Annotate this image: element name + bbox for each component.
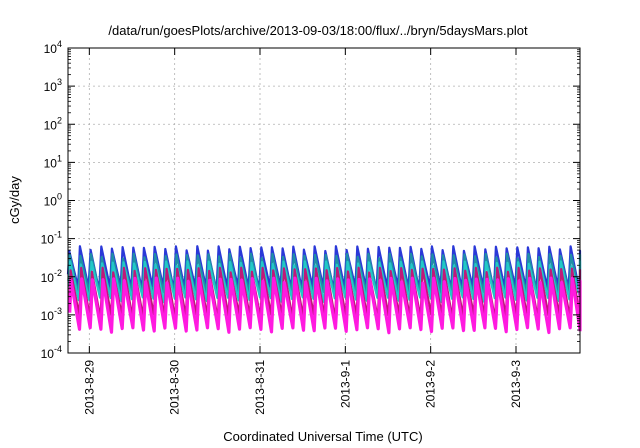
x-tick-label: 2013-8-30 [168,360,182,415]
series-layer [66,245,582,335]
y-tick-label: 10-3 [41,306,62,323]
x-tick-label: 2013-9-3 [509,360,523,408]
y-tick-label: 103 [44,77,62,94]
y-tick-label: 100 [44,192,62,209]
x-tick-label: 2013-9-2 [424,360,438,408]
y-axis-title: cGy/day [7,176,22,224]
y-tick-label: 10-1 [41,230,62,247]
y-tick-label: 102 [44,115,62,132]
series-line [68,276,582,335]
y-tick-label: 104 [44,39,62,56]
y-axis: 10-4 10-3 10-2 10-1 100 101 102 103 104 [41,39,580,361]
x-tick-label: 2013-8-31 [253,360,267,415]
y-tick-label: 10-4 [41,344,62,361]
chart-title: /data/run/goesPlots/archive/2013-09-03/1… [108,23,528,38]
x-tick-label: 2013-9-1 [338,360,352,408]
x-tick-label: 2013-8-29 [82,360,96,415]
y-tick-label: 10-2 [41,268,62,285]
x-axis: 2013-8-29 2013-8-30 2013-8-31 2013-9-1 2013-… [82,48,523,415]
x-axis-title: Coordinated Universal Time (UTC) [223,429,422,444]
y-tick-label: 101 [44,153,62,170]
